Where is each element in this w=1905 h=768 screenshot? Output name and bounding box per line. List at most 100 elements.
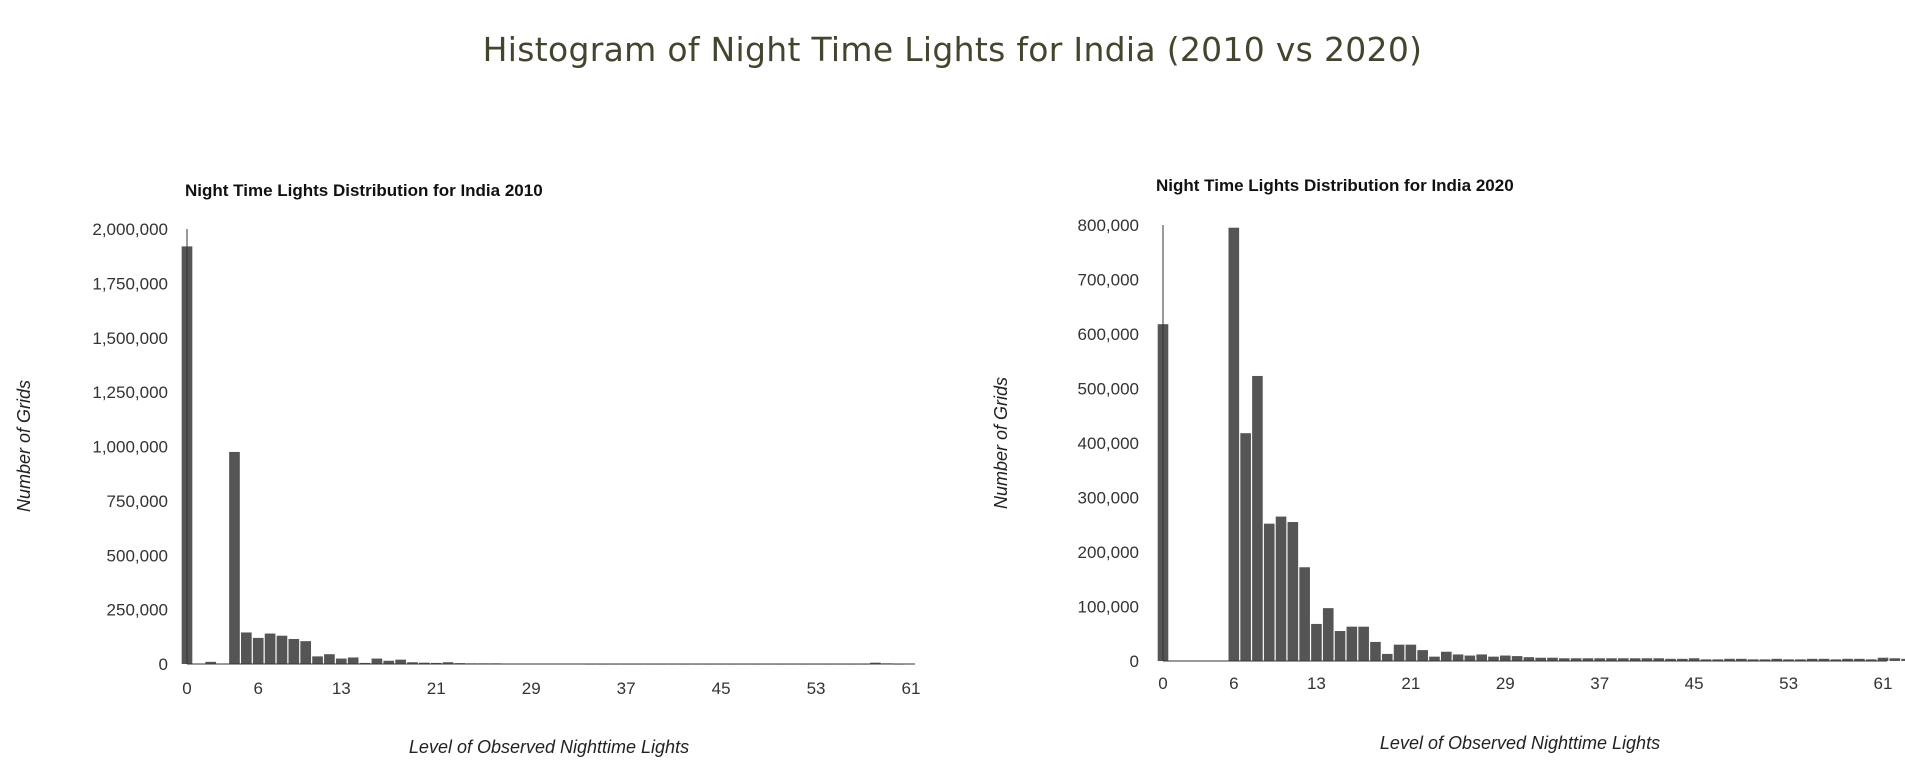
- histogram-bar: [442, 662, 454, 664]
- x-tick-label: 29: [1496, 674, 1515, 693]
- histogram-bar: [1358, 626, 1369, 661]
- histogram-bar: [419, 662, 430, 664]
- histogram-bar: [205, 661, 217, 664]
- x-tick-label: 6: [253, 679, 262, 698]
- histogram-bar: [1476, 654, 1487, 661]
- histogram-bar: [1641, 658, 1653, 661]
- histogram-2020: Night Time Lights Distribution for India…: [991, 176, 1905, 753]
- x-tick-label: 21: [427, 679, 446, 698]
- x-tick-label: 53: [807, 679, 826, 698]
- histogram-bar: [1629, 658, 1641, 661]
- y-tick-label: 100,000: [1078, 598, 1139, 617]
- histogram-bar: [1582, 658, 1594, 661]
- histogram-bar: [359, 662, 371, 664]
- histogram-bar: [347, 657, 359, 664]
- x-tick-label: 0: [182, 679, 191, 698]
- histogram-bar: [1322, 608, 1334, 661]
- histogram-bar: [1299, 567, 1310, 661]
- histogram-bar: [1806, 658, 1818, 661]
- y-tick-label: 0: [159, 655, 168, 674]
- x-tick-label: 61: [1874, 674, 1893, 693]
- chart-title: Night Time Lights Distribution for India…: [1156, 176, 1514, 195]
- x-axis-label: Level of Observed Nighttime Lights: [409, 737, 689, 757]
- histogram-bar: [395, 659, 406, 664]
- y-axis-label: Number of Grids: [14, 380, 34, 512]
- histogram-bar: [1653, 658, 1665, 661]
- y-tick-label: 600,000: [1078, 325, 1139, 344]
- histogram-bar: [300, 641, 312, 664]
- x-tick-label: 13: [332, 679, 351, 698]
- y-tick-label: 0: [1130, 652, 1139, 671]
- histogram-bar: [1854, 658, 1865, 661]
- y-tick-label: 400,000: [1078, 434, 1139, 453]
- histogram-bar: [288, 638, 300, 664]
- y-tick-label: 800,000: [1078, 216, 1139, 235]
- x-tick-label: 21: [1401, 674, 1420, 693]
- histogram-bar: [1570, 658, 1582, 661]
- x-tick-label: 0: [1158, 674, 1167, 693]
- x-tick-label: 53: [1779, 674, 1798, 693]
- histogram-bar: [1263, 523, 1275, 661]
- histogram-bar: [1547, 657, 1558, 661]
- histogram-bar: [1771, 658, 1783, 661]
- histogram-bar: [324, 654, 335, 664]
- histogram-bar: [1464, 655, 1476, 661]
- y-tick-label: 250,000: [107, 601, 168, 620]
- histogram-bar: [1488, 656, 1499, 661]
- histogram-bar: [1429, 656, 1440, 661]
- histogram-bar: [1417, 650, 1428, 661]
- histogram-bar: [1440, 651, 1452, 661]
- histogram-bar: [1724, 658, 1735, 661]
- histogram-bar: [1830, 659, 1842, 661]
- histogram-bar: [252, 637, 264, 664]
- histogram-bar: [371, 658, 383, 664]
- histogram-bar: [264, 633, 276, 664]
- histogram-bar: [1381, 653, 1393, 661]
- histogram-bar: [1287, 522, 1299, 661]
- histogram-bar: [870, 662, 881, 664]
- histogram-bar: [1252, 375, 1263, 661]
- histogram-bar: [1499, 655, 1511, 661]
- histogram-bar: [1795, 659, 1806, 661]
- histogram-bar: [1877, 657, 1889, 661]
- histogram-2010: Night Time Lights Distribution for India…: [14, 181, 921, 757]
- y-tick-label: 500,000: [1078, 380, 1139, 399]
- x-tick-label: 37: [1590, 674, 1609, 693]
- histogram-bar: [1677, 658, 1688, 661]
- histogram-bar: [1311, 623, 1322, 661]
- histogram-bar: [1606, 658, 1617, 661]
- x-tick-label: 45: [712, 679, 731, 698]
- chart-title: Night Time Lights Distribution for India…: [185, 181, 543, 200]
- histogram-bar: [1700, 659, 1712, 661]
- histogram-bar: [1618, 658, 1629, 661]
- histogram-bar: [1535, 657, 1547, 661]
- y-tick-label: 750,000: [107, 492, 168, 511]
- histogram-bar: [1405, 644, 1417, 661]
- y-tick-label: 300,000: [1078, 489, 1139, 508]
- y-tick-label: 1,750,000: [92, 274, 168, 293]
- x-tick-label: 6: [1229, 674, 1238, 693]
- y-axis-label: Number of Grids: [991, 377, 1011, 509]
- y-tick-label: 1,500,000: [92, 329, 168, 348]
- histogram-bar: [1783, 659, 1794, 661]
- histogram-bar: [1747, 659, 1759, 661]
- page-title: Histogram of Night Time Lights for India…: [482, 30, 1423, 69]
- histogram-bar: [229, 451, 240, 664]
- histogram-bar: [383, 660, 395, 664]
- y-tick-label: 500,000: [107, 546, 168, 565]
- histogram-bar: [1759, 659, 1771, 661]
- histogram-bar: [1865, 659, 1877, 661]
- y-tick-label: 1,250,000: [92, 383, 168, 402]
- histogram-bar: [430, 662, 442, 664]
- x-tick-label: 61: [902, 679, 921, 698]
- histogram-bar: [1511, 656, 1523, 661]
- y-tick-label: 2,000,000: [92, 220, 168, 239]
- histogram-bar: [276, 635, 288, 664]
- x-tick-label: 45: [1685, 674, 1704, 693]
- y-tick-label: 200,000: [1078, 543, 1139, 562]
- x-axis-label: Level of Observed Nighttime Lights: [1380, 733, 1660, 753]
- y-tick-label: 700,000: [1078, 271, 1139, 290]
- histogram-bar: [1370, 641, 1381, 661]
- histogram-bar: [1393, 644, 1405, 661]
- histogram-bar: [1889, 658, 1901, 661]
